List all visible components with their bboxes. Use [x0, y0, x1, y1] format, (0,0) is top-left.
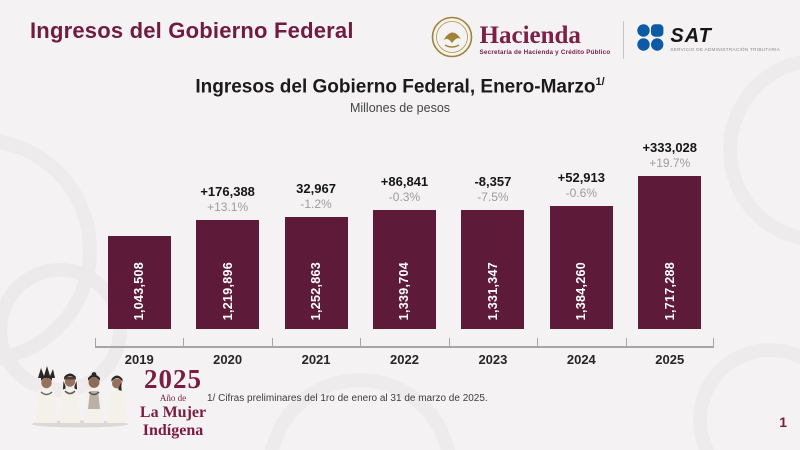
bar-value-label: 1,252,863 — [309, 261, 324, 320]
x-axis-year-label: 2023 — [478, 352, 508, 367]
bar-annotation: +333,028 +19.7% — [642, 140, 697, 171]
anio-year: 2025 — [144, 364, 202, 394]
bar-change-label: +52,913 — [557, 170, 605, 185]
bar-value-label: 1,717,288 — [662, 261, 677, 320]
bar-annotation: +52,913 -0.6% — [558, 170, 605, 201]
hacienda-wordmark: Hacienda — [479, 21, 581, 49]
x-axis-tick — [272, 338, 273, 346]
bar: 1,219,896 — [196, 220, 260, 329]
bar-slot: -8,357 -7.5% 1,331,347 — [449, 128, 537, 329]
x-axis-year-label: 2020 — [213, 352, 243, 367]
x-axis-year-label: 2025 — [655, 352, 685, 367]
bar-change-label: +333,028 — [642, 140, 698, 155]
x-axis-tick — [626, 338, 627, 346]
bar-value-label: 1,339,704 — [397, 261, 412, 320]
bar-change-label: +176,388 — [200, 184, 255, 199]
chart-title-superscript: 1/ — [595, 76, 605, 88]
x-axis-year-label: 2019 — [124, 352, 154, 367]
bar: 1,331,347 — [461, 210, 525, 329]
chart-title: Ingresos del Gobierno Federal, Enero-Mar… — [195, 76, 605, 98]
sat-tagline: SERVICIO DE ADMINISTRACIÓN TRIBUTARIA — [670, 47, 780, 53]
bar-value-label: 1,219,896 — [220, 261, 235, 320]
x-axis-tick — [537, 338, 538, 346]
sat-logo: SAT SERVICIO DE ADMINISTRACIÓN TRIBUTARI… — [637, 23, 780, 56]
x-axis-tick — [360, 338, 361, 346]
bar-percent-label: -7.5% — [477, 190, 509, 204]
footnote: 1/ Cifras preliminares del 1ro de enero … — [207, 393, 488, 404]
page-title: Ingresos del Gobierno Federal — [30, 18, 354, 43]
anio-2025-logo: 2025 Año de La Mujer Indígena — [130, 366, 216, 439]
mujer-indigena-illustration — [28, 364, 132, 433]
bar-slot: 32,967 -1.2% 1,252,863 — [272, 128, 360, 329]
bar-annotation: +176,388 +13.1% — [200, 184, 255, 215]
bar-annotation: -8,357 -7.5% — [474, 174, 511, 205]
header-logos: Hacienda Secretaría de Hacienda y Crédit… — [431, 16, 780, 63]
bar-slot: +86,841 -0.3% 1,339,704 — [360, 128, 448, 329]
bar-percent-label: +13.1% — [207, 200, 249, 214]
bar-slot: 1,043,508 — [95, 128, 183, 329]
x-axis-year-label: 2021 — [301, 352, 331, 367]
bar-slot: +52,913 -0.6% 1,384,260 — [537, 128, 625, 329]
bar-chart: 1,043,508 +176,388 +13.1% 1,219,896 32,967 -1… — [95, 128, 714, 329]
hacienda-tagline: Secretaría de Hacienda y Crédito Público — [479, 48, 611, 56]
bar-value-label: 1,043,508 — [132, 261, 147, 320]
anio-line1: Año de — [159, 393, 187, 403]
bar-slot: +333,028 +19.7% 1,717,288 — [626, 128, 714, 329]
bar-slot: +176,388 +13.1% 1,219,896 — [183, 128, 271, 329]
bar-value-label: 1,384,260 — [574, 261, 589, 320]
bar: 1,384,260 — [549, 206, 613, 329]
bar: 1,252,863 — [284, 217, 348, 329]
x-axis-ticks — [95, 338, 714, 346]
hacienda-seal-icon — [431, 16, 473, 63]
bar-annotation: 32,967 -1.2% — [296, 181, 336, 212]
sat-wordmark: SAT — [670, 25, 712, 48]
logo-divider — [623, 20, 625, 59]
bar-percent-label: -1.2% — [300, 197, 332, 211]
bar-percent-label: -0.3% — [388, 190, 421, 204]
bar: 1,043,508 — [107, 236, 171, 329]
bar-percent-label: +19.7% — [649, 156, 691, 170]
anio-line2: La Mujer — [139, 404, 207, 421]
x-axis-tick — [449, 338, 450, 346]
x-axis-line — [95, 346, 714, 348]
chart-subtitle: Millones de pesos — [349, 101, 451, 115]
x-axis-tick — [713, 338, 714, 346]
bar: 1,339,704 — [372, 210, 436, 329]
x-axis-tick — [95, 338, 96, 346]
bar-change-label: -8,357 — [474, 174, 512, 189]
sat-glyph-icon — [637, 23, 664, 56]
page-number: 1 — [779, 414, 787, 430]
x-axis-year-label: 2022 — [390, 352, 419, 367]
x-axis-labels: 2019 2020 2021 2022 2023 2024 2025 — [95, 352, 714, 367]
bar-value-label: 1,331,347 — [485, 261, 500, 320]
x-axis-year-label: 2024 — [566, 352, 596, 367]
bar-percent-label: -0.6% — [565, 186, 597, 200]
bar: 1,717,288 — [638, 176, 702, 329]
bar-change-label: +86,841 — [380, 174, 429, 189]
bar-annotation: +86,841 -0.3% — [381, 174, 428, 205]
anio-line3: Indígena — [142, 422, 204, 439]
x-axis-tick — [183, 338, 184, 346]
hacienda-logo: Hacienda Secretaría de Hacienda y Crédit… — [431, 16, 611, 63]
bar-change-label: 32,967 — [296, 181, 336, 196]
